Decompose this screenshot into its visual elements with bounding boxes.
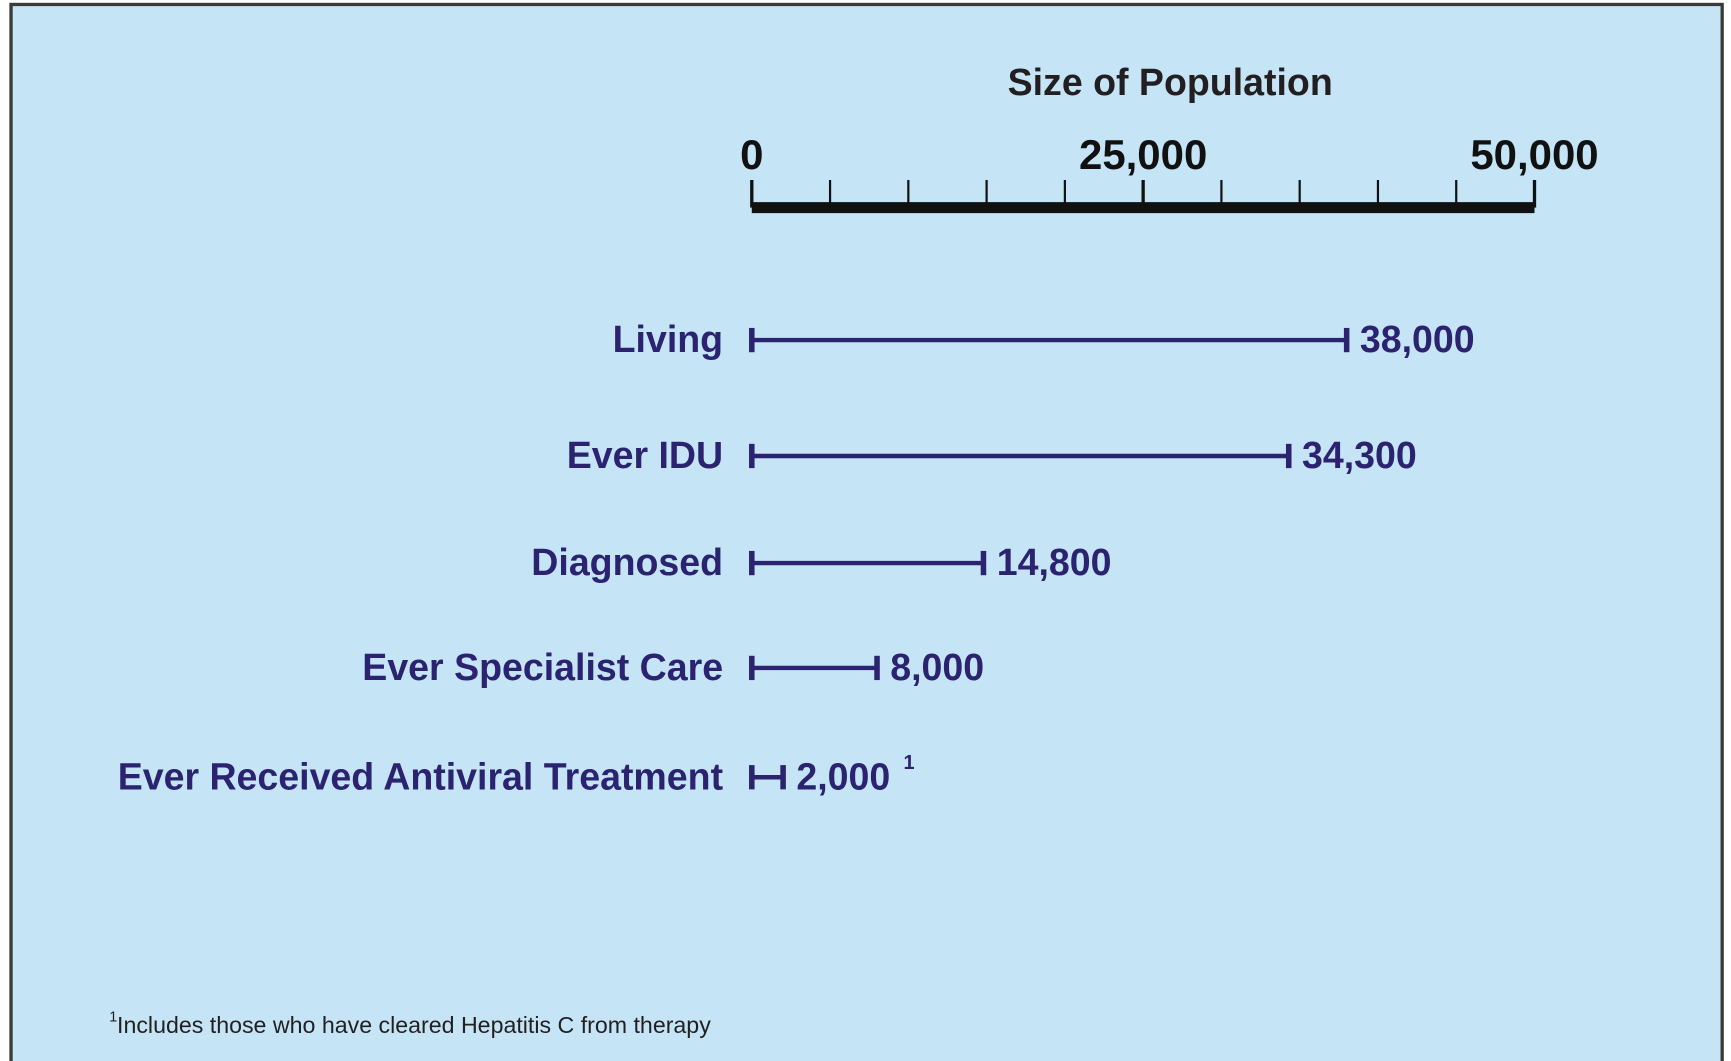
value-label: 2,000 [796,755,890,797]
category-label: Living [613,318,723,360]
category-label: Ever Specialist Care [362,646,723,688]
x-tick-label: 0 [740,131,763,178]
x-tick-label: 50,000 [1470,131,1598,178]
value-label: 38,000 [1360,318,1475,360]
category-label: Diagnosed [531,541,723,583]
chart-title: Size of Population [1008,61,1333,103]
category-label: Ever IDU [567,434,723,476]
footnote-marker: 1 [109,1010,117,1026]
value-label: 8,000 [890,646,984,688]
footnote: Includes those who have cleared Hepatiti… [117,1012,711,1038]
value-label: 14,800 [997,541,1112,583]
footnote-marker: 1 [903,752,914,774]
value-label: 34,300 [1302,434,1417,476]
chart-panel [9,2,1724,1061]
x-tick-label: 25,000 [1079,131,1207,178]
category-label: Ever Received Antiviral Treatment [118,755,724,797]
